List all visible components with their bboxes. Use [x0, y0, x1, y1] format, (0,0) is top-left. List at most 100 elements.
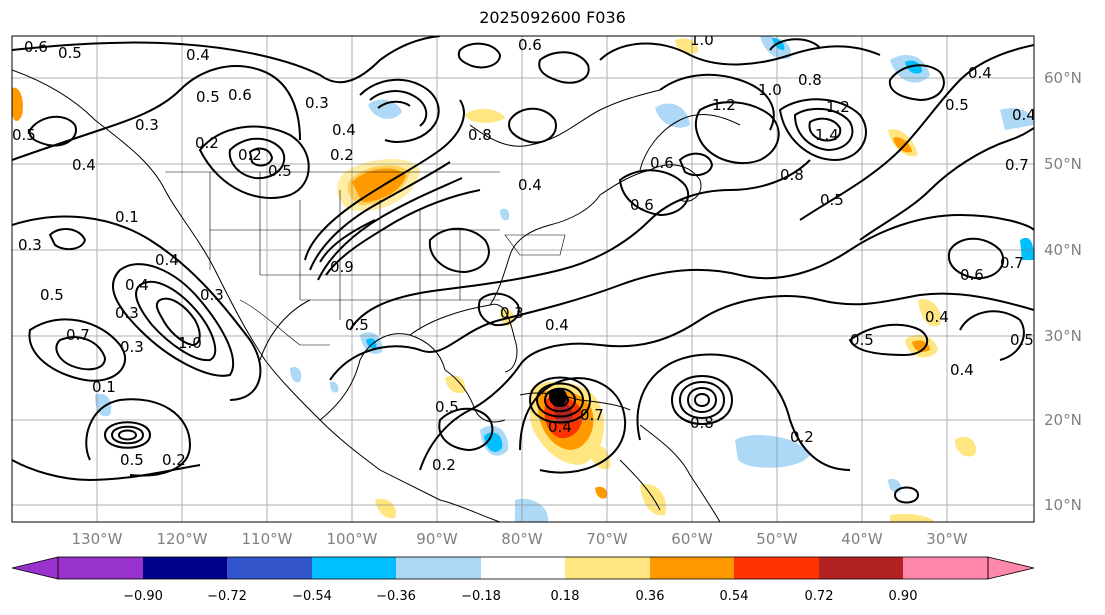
longitude-label: 70°W — [586, 530, 628, 548]
contour-label: 0.5 — [850, 331, 874, 349]
contour-label: 0.1 — [115, 208, 139, 226]
contour-label: 1.0 — [690, 31, 714, 49]
latitude-label: 50°N — [1044, 155, 1082, 173]
longitude-labels: 130°W 120°W 110°W 100°W 90°W 80°W 70°W 6… — [72, 530, 968, 548]
contour-label: 0.1 — [92, 378, 116, 396]
contour-label: 1.2 — [826, 98, 850, 116]
contour-label: 0.2 — [790, 428, 814, 446]
colorbar-tick-label: −0.54 — [292, 589, 332, 604]
contour-label: 0.5 — [40, 286, 64, 304]
colorbar-tick-label: 0.36 — [636, 589, 665, 604]
latitude-label: 60°N — [1044, 69, 1082, 87]
contour-label: 0.4 — [1012, 106, 1036, 124]
negative-anomaly-shading — [95, 36, 1034, 522]
colorbar-segment — [481, 557, 565, 579]
contour-label: 0.3 — [135, 116, 159, 134]
longitude-label: 130°W — [72, 530, 123, 548]
longitude-label: 120°W — [157, 530, 208, 548]
longitude-label: 90°W — [416, 530, 458, 548]
contour-label: 1.2 — [712, 96, 736, 114]
contour-label: 0.5 — [196, 88, 220, 106]
contour-label: 1.0 — [178, 334, 202, 352]
colorbar-segment — [143, 557, 227, 579]
contour-label: 1.0 — [758, 81, 782, 99]
colorbar-segment — [650, 557, 734, 579]
map-panel: 0.6 0.5 0.4 0.5 0.6 0.3 0.3 0.2 0.4 0.5 … — [12, 31, 1036, 522]
contour-label: 0.4 — [72, 156, 96, 174]
latitude-label: 30°N — [1044, 327, 1082, 345]
contour-label: 0.4 — [518, 176, 542, 194]
latitude-labels: 60°N 50°N 40°N 30°N 20°N 10°N — [1044, 69, 1082, 514]
contour-label: 0.3 — [18, 236, 42, 254]
colorbar-segment — [819, 557, 903, 579]
contour-label: 0.4 — [968, 64, 992, 82]
contour-label: 0.5 — [1010, 331, 1034, 349]
latitude-label: 20°N — [1044, 411, 1082, 429]
contour-label: 0.4 — [548, 418, 572, 436]
colorbar-tick-label: 0.54 — [720, 589, 749, 604]
contour-label: 0.5 — [120, 451, 144, 469]
colorbar-segment — [734, 557, 819, 579]
contour-label: 0.4 — [925, 308, 949, 326]
longitude-label: 80°W — [501, 530, 543, 548]
contour-label: 0.2 — [195, 134, 219, 152]
colorbar-tick-label: 0.18 — [551, 589, 580, 604]
contour-label: 0.2 — [238, 146, 262, 164]
colorbar-outline — [57, 556, 989, 580]
map-frame — [11, 35, 1035, 523]
contour-label: 0.5 — [945, 96, 969, 114]
graticule — [12, 36, 1034, 522]
contour-label: 0.7 — [66, 326, 90, 344]
contour-label: 0.4 — [332, 121, 356, 139]
longitude-label: 60°W — [671, 530, 713, 548]
colorbar-tick-label: 0.72 — [805, 589, 834, 604]
colorbar-tick-label: −0.36 — [376, 589, 416, 604]
contour-label: 0.2 — [162, 451, 186, 469]
colorbar — [11, 556, 1035, 580]
longitude-label: 50°W — [756, 530, 798, 548]
contour-label: 0.6 — [630, 196, 654, 214]
contour-label: 0.8 — [798, 71, 822, 89]
contour-label: 0.4 — [155, 251, 179, 269]
contour-label: 0.5 — [58, 44, 82, 62]
colorbar-segment — [396, 557, 481, 579]
colorbar-segment — [312, 557, 396, 579]
contour-label: 0.4 — [545, 316, 569, 334]
contour-label: 0.7 — [1005, 156, 1029, 174]
contour-label: 0.2 — [330, 146, 354, 164]
latitude-label: 10°N — [1044, 496, 1082, 514]
contour-label: 0.3 — [200, 286, 224, 304]
contour-label: 0.8 — [468, 126, 492, 144]
colorbar-segment — [903, 557, 988, 579]
latitude-label: 40°N — [1044, 241, 1082, 259]
colorbar-tick-label: 0.90 — [889, 589, 918, 604]
map-title: 2025092600 F036 — [479, 8, 626, 27]
contour-label: 0.4 — [186, 46, 210, 64]
colorbar-extend-min — [11, 556, 59, 580]
colorbar-segment — [58, 557, 143, 579]
contour-label: 0.6 — [518, 36, 542, 54]
contour-label: 0.6 — [228, 86, 252, 104]
colorbar-extend-max — [987, 556, 1035, 580]
contour-label: 0.3 — [120, 338, 144, 356]
contour-label: 0.5 — [820, 191, 844, 209]
contour-label: 0.4 — [125, 276, 149, 294]
contour-label: 0.3 — [500, 304, 524, 322]
contour-label: 0.4 — [950, 361, 974, 379]
colorbar-tick-label: −0.18 — [461, 589, 501, 604]
contour-label: 0.7 — [1000, 254, 1024, 272]
contour-label: 0.8 — [690, 414, 714, 432]
contour-label: 0.2 — [432, 456, 456, 474]
colorbar-tick-label: −0.90 — [123, 589, 163, 604]
longitude-label: 30°W — [926, 530, 968, 548]
longitude-label: 100°W — [327, 530, 378, 548]
contour-labels: 0.6 0.5 0.4 0.5 0.6 0.3 0.3 0.2 0.4 0.5 … — [12, 31, 1036, 474]
contour-label: 0.7 — [580, 406, 604, 424]
longitude-label: 110°W — [242, 530, 293, 548]
contour-label: 0.3 — [305, 94, 329, 112]
colorbar-tick-label: −0.72 — [207, 589, 247, 604]
storm-center-marker — [549, 388, 567, 406]
colorbar-segment — [227, 557, 312, 579]
contour-label: 0.5 — [345, 316, 369, 334]
